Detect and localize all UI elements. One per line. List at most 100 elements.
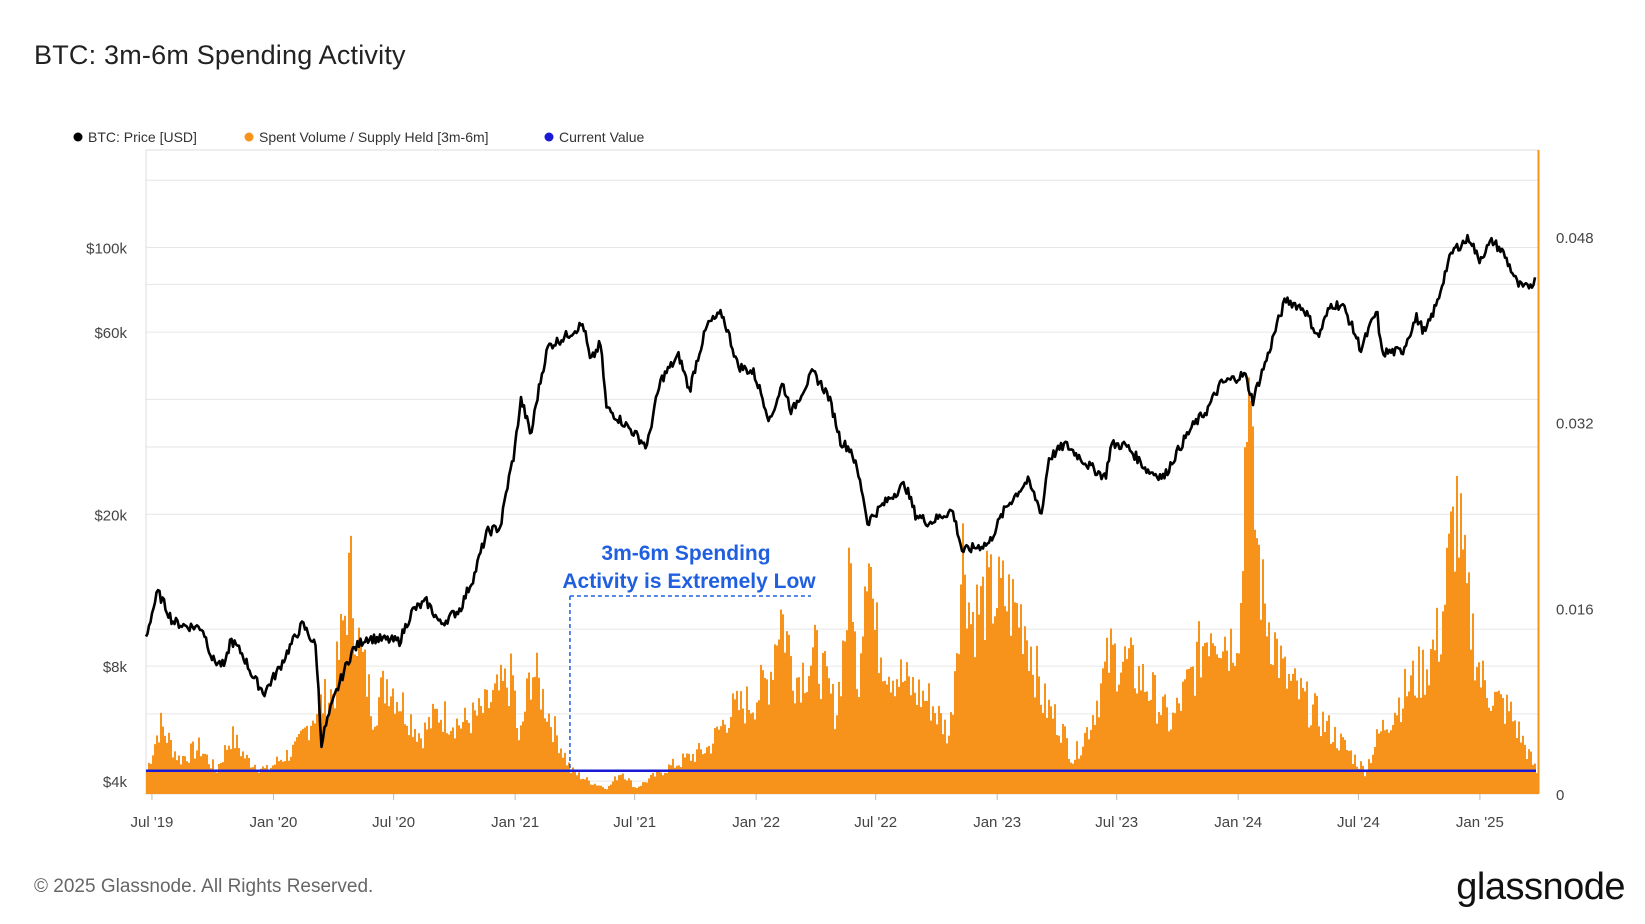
spent-volume-bar	[310, 725, 312, 794]
spent-volume-bar	[578, 772, 580, 794]
spent-volume-bar	[390, 696, 392, 794]
spent-volume-bar	[1196, 641, 1198, 794]
spent-volume-bar	[1290, 680, 1292, 794]
spent-volume-bar	[1014, 602, 1016, 794]
spent-volume-bar	[762, 670, 764, 794]
spent-volume-bar	[594, 783, 596, 794]
spent-volume-bar	[1496, 691, 1498, 794]
spent-volume-bar	[908, 676, 910, 794]
spent-volume-bar	[1032, 674, 1034, 794]
spent-volume-bar	[842, 640, 844, 794]
spent-volume-bar	[702, 754, 704, 794]
spent-volume-bar	[1242, 571, 1244, 794]
spent-volume-bar	[1286, 688, 1288, 794]
spent-volume-bar	[992, 623, 994, 794]
spent-volume-bar	[626, 780, 628, 794]
spent-volume-bar	[1402, 708, 1404, 794]
spent-volume-bar	[916, 704, 918, 794]
spent-volume-bar	[406, 725, 408, 794]
spent-volume-bar	[622, 773, 624, 794]
spent-volume-bar	[556, 735, 558, 794]
spent-volume-bar	[952, 714, 954, 794]
spent-volume-bar	[290, 756, 292, 794]
spent-volume-bar	[1350, 750, 1352, 794]
spent-volume-bar	[330, 689, 332, 794]
spent-volume-bar	[158, 742, 160, 794]
legend-marker	[544, 132, 554, 142]
spent-volume-bar	[156, 735, 158, 794]
spent-volume-bar	[674, 767, 676, 794]
legend-marker	[244, 132, 254, 142]
x-tick-label: Jan '20	[249, 814, 297, 831]
spent-volume-bar	[672, 758, 674, 794]
spent-volume-bar	[714, 728, 716, 794]
spent-volume-bar	[322, 713, 324, 794]
spent-volume-bar	[966, 628, 968, 794]
spent-volume-bar	[1170, 729, 1172, 794]
spent-volume-bar	[308, 740, 310, 794]
x-tick-label: Jan '25	[1456, 814, 1504, 831]
glassnode-logo: glassnode	[1456, 866, 1625, 908]
spent-volume-bar	[1450, 511, 1452, 794]
spent-volume-bar	[628, 778, 630, 794]
spent-volume-bar	[318, 699, 320, 794]
spent-volume-bar	[278, 761, 280, 794]
spent-volume-bar	[1048, 699, 1050, 794]
spent-volume-bar	[186, 761, 188, 794]
spent-volume-bar	[886, 684, 888, 794]
spent-volume-bar	[934, 713, 936, 794]
spent-volume-bar	[354, 654, 356, 794]
spent-volume-bar	[1230, 628, 1232, 794]
right-tick-label: 0.016	[1556, 601, 1594, 618]
spent-volume-bar	[1122, 661, 1124, 794]
spent-volume-bar	[398, 711, 400, 794]
spent-volume-bar	[840, 696, 842, 794]
spent-volume-bar	[818, 683, 820, 794]
spent-volume-bar	[930, 720, 932, 794]
spent-volume-bar	[680, 767, 682, 794]
spent-volume-bar	[1246, 441, 1248, 794]
spent-volume-bar	[1520, 742, 1522, 794]
spent-volume-bar	[1208, 656, 1210, 794]
spent-volume-bar	[1052, 718, 1054, 794]
spent-volume-bar	[392, 688, 394, 794]
spent-volume-bar	[734, 699, 736, 794]
spent-volume-bar	[862, 636, 864, 794]
annotation-line-1: 3m-6m Spending	[601, 542, 770, 565]
spent-volume-bar	[1300, 678, 1302, 794]
spent-volume-bar	[1006, 611, 1008, 794]
spent-volume-bar	[882, 681, 884, 794]
spent-volume-bar	[918, 679, 920, 794]
spent-volume-bar	[1204, 642, 1206, 794]
spent-volume-bar	[632, 787, 634, 794]
spent-volume-bar	[488, 708, 490, 794]
spent-volume-bar	[1394, 712, 1396, 794]
spent-volume-bar	[1386, 729, 1388, 794]
spent-volume-bar	[1022, 654, 1024, 794]
spent-volume-bar	[1228, 670, 1230, 794]
spent-volume-bar	[642, 782, 644, 794]
spent-volume-bar	[1274, 632, 1276, 794]
spent-volume-bar	[362, 651, 364, 794]
spent-volume-bar	[778, 639, 780, 794]
spent-volume-bar	[698, 743, 700, 794]
spent-volume-bar	[338, 659, 340, 794]
spent-volume-bar	[1142, 664, 1144, 794]
spent-volume-bar	[634, 787, 636, 794]
spent-volume-bar	[944, 719, 946, 794]
spent-volume-bar	[1406, 696, 1408, 794]
spent-volume-bar	[860, 653, 862, 794]
spent-volume-bar	[448, 734, 450, 794]
spent-volume-bar	[788, 634, 790, 794]
spent-volume-bar	[1172, 712, 1174, 794]
spent-volume-bar	[874, 630, 876, 794]
spent-volume-bar	[1044, 683, 1046, 794]
spent-volume-bar	[982, 576, 984, 794]
spent-volume-bar	[530, 699, 532, 794]
spent-volume-bar	[1304, 691, 1306, 794]
spent-volume-bar	[380, 677, 382, 794]
spent-volume-bar	[598, 785, 600, 794]
spent-volume-bar	[520, 725, 522, 794]
spent-volume-bar	[150, 763, 152, 794]
spent-volume-bar	[752, 712, 754, 794]
